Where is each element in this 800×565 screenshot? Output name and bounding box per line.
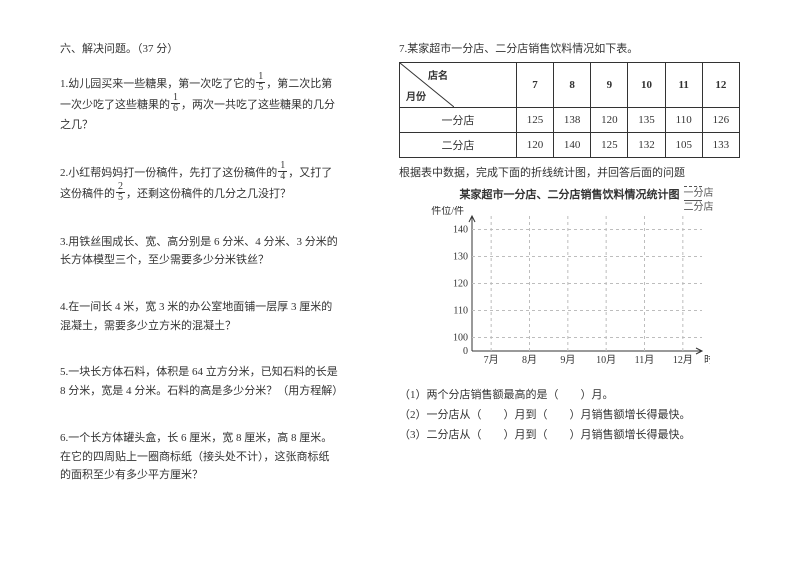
problem-2: 2.小红帮妈妈打一份稿件，先打了这份稿件的14，又打了这份稿件的25，还剩这份稿… [60, 163, 339, 205]
cell: 132 [628, 133, 665, 158]
sub-questions: （1）两个分店销售额最高的是（ ）月。 （2）一分店从（ ）月到（ ）月销售额增… [399, 386, 740, 445]
problem-5: 5.一块长方体石料，体积是 64 立方分米，已知石料的长是 8 分米，宽是 4 … [60, 363, 339, 400]
svg-text:10月: 10月 [596, 354, 616, 366]
denominator: 4 [278, 172, 287, 182]
month-header: 12 [702, 63, 739, 108]
legend-item: 一分店 [684, 186, 714, 200]
problem-6: 6.一个长方体罐头盒，长 6 厘米，宽 8 厘米，高 8 厘米。在它的四周贴上一… [60, 429, 339, 485]
fraction: 15 [256, 72, 265, 93]
month-header: 8 [554, 63, 591, 108]
cell: 110 [665, 108, 702, 133]
cell: 120 [516, 133, 553, 158]
svg-text:7月: 7月 [483, 354, 498, 366]
diagonal-header: 店名 月份 [400, 63, 454, 107]
fraction: 14 [278, 161, 287, 182]
legend-label: 一分店 [684, 187, 714, 200]
fraction: 25 [116, 182, 125, 203]
svg-text:130: 130 [453, 252, 468, 263]
cell: 133 [702, 133, 739, 158]
legend-item: 二分店 [684, 200, 714, 214]
month-header: 9 [591, 63, 628, 108]
svg-text:9月: 9月 [560, 354, 575, 366]
chart-legend: 一分店 二分店 [684, 186, 714, 214]
p2-post: ，还剩这份稿件的几分之几没打？ [126, 188, 291, 200]
svg-text:140: 140 [453, 225, 468, 236]
svg-text:件位/件: 件位/件 [431, 206, 464, 217]
cell: 125 [516, 108, 553, 133]
table-row: 一分店 125 138 120 135 110 126 [400, 108, 740, 133]
problem-7-intro: 7.某家超市一分店、二分店销售饮料情况如下表。 [399, 40, 740, 56]
p2-pre: 2.小红帮妈妈打一份稿件，先打了这份稿件的 [60, 167, 277, 179]
table-note: 根据表中数据，完成下面的折线统计图，并回答后面的问题 [399, 164, 740, 180]
problem-3: 3.用铁丝围成长、宽、高分别是 6 分米、4 分米、3 分米的长方体模型三个，至… [60, 233, 339, 270]
denominator: 5 [116, 193, 125, 203]
month-header: 11 [665, 63, 702, 108]
row-label: 一分店 [400, 108, 517, 133]
subq-1: （1）两个分店销售额最高的是（ ）月。 [399, 386, 740, 406]
chart: 一分店 二分店 件位/件1001101201301407月8月9月10月11月1… [430, 206, 710, 376]
month-header: 10 [628, 63, 665, 108]
legend-label: 二分店 [684, 201, 714, 214]
cell: 140 [554, 133, 591, 158]
denominator: 5 [256, 83, 265, 93]
subq-2: （2）一分店从（ ）月到（ ）月销售额增长得最快。 [399, 406, 740, 426]
diag-bot: 月份 [406, 88, 426, 103]
fraction: 16 [171, 93, 180, 114]
cell: 126 [702, 108, 739, 133]
svg-text:100: 100 [453, 333, 468, 344]
cell: 105 [665, 133, 702, 158]
svg-text:110: 110 [453, 306, 468, 317]
data-table: 店名 月份 7 8 9 10 11 12 一分店 125 138 120 135… [399, 62, 740, 158]
denominator: 6 [171, 104, 180, 114]
table-row: 二分店 120 140 125 132 105 133 [400, 133, 740, 158]
svg-text:120: 120 [453, 279, 468, 290]
cell: 135 [628, 108, 665, 133]
row-label: 二分店 [400, 133, 517, 158]
cell: 125 [591, 133, 628, 158]
svg-text:11月: 11月 [634, 354, 654, 366]
section-header: 六、解决问题。（37 分） [60, 40, 339, 56]
diag-top: 店名 [428, 67, 448, 82]
month-header: 7 [516, 63, 553, 108]
subq-3: （3）二分店从（ ）月到（ ）月销售额增长得最快。 [399, 426, 740, 446]
svg-text:0: 0 [463, 346, 468, 357]
table-header-row: 店名 月份 7 8 9 10 11 12 [400, 63, 740, 108]
problem-1: 1.幼儿园买来一些糖果，第一次吃了它的15，第二次比第一次少吃了这些糖果的16，… [60, 74, 339, 135]
cell: 120 [591, 108, 628, 133]
svg-text:时间／月: 时间／月 [704, 353, 710, 366]
cell: 138 [554, 108, 591, 133]
svg-text:12月: 12月 [672, 354, 692, 366]
chart-svg: 件位/件 100 110 120 130 140 7月 8月 9月 10月 11月 12月 时间／月 0 [430, 206, 710, 376]
svg-text:8月: 8月 [522, 354, 537, 366]
problem-4: 4.在一间长 4 米，宽 3 米的办公室地面铺一层厚 3 厘米的混凝土，需要多少… [60, 298, 339, 335]
p1-pre: 1.幼儿园买来一些糖果，第一次吃了它的 [60, 78, 255, 90]
